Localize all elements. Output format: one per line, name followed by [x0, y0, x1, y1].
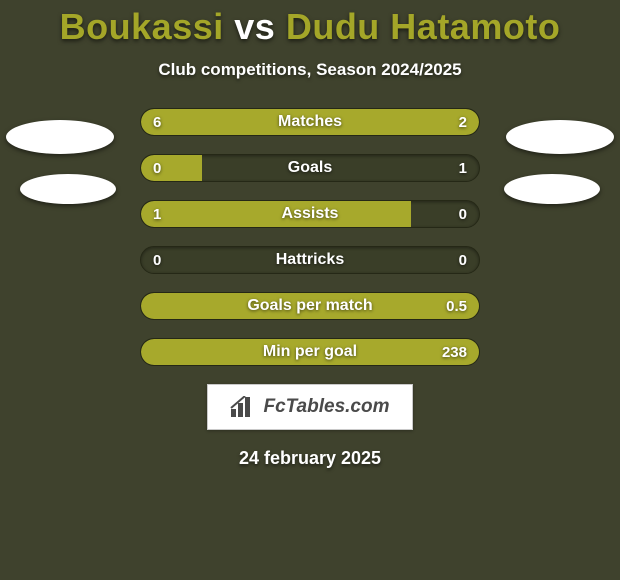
stat-label: Goals — [141, 155, 479, 181]
subtitle: Club competitions, Season 2024/2025 — [0, 60, 620, 80]
player2-crest-top — [506, 120, 614, 154]
player2-name: Dudu Hatamoto — [286, 6, 560, 47]
player1-crest-bottom — [20, 174, 116, 204]
stat-row: 6 Matches 2 — [140, 108, 480, 136]
badge-text: FcTables.com — [263, 396, 389, 418]
stat-row: Min per goal 238 — [140, 338, 480, 366]
player2-crest-bottom — [504, 174, 600, 204]
stat-label: Assists — [141, 201, 479, 227]
stat-value-right: 0 — [459, 247, 467, 273]
stat-row: Goals per match 0.5 — [140, 292, 480, 320]
stat-label: Matches — [141, 109, 479, 135]
stat-row: 0 Hattricks 0 — [140, 246, 480, 274]
player1-name: Boukassi — [60, 6, 224, 47]
stats-container: 6 Matches 2 0 Goals 1 1 Assists 0 0 Hatt… — [140, 108, 480, 366]
stat-row: 0 Goals 1 — [140, 154, 480, 182]
stat-value-right: 0 — [459, 201, 467, 227]
stat-label: Min per goal — [141, 339, 479, 365]
stat-row: 1 Assists 0 — [140, 200, 480, 228]
stat-label: Hattricks — [141, 247, 479, 273]
stat-label: Goals per match — [141, 293, 479, 319]
player1-crest-top — [6, 120, 114, 154]
title-vs: vs — [234, 6, 275, 47]
fctables-badge: FcTables.com — [207, 384, 413, 430]
date-text: 24 february 2025 — [0, 448, 620, 469]
comparison-title: Boukassi vs Dudu Hatamoto — [0, 0, 620, 52]
stat-value-right: 238 — [442, 339, 467, 365]
stat-value-right: 1 — [459, 155, 467, 181]
stat-value-right: 2 — [459, 109, 467, 135]
bar-chart-icon — [230, 396, 256, 418]
stat-value-right: 0.5 — [446, 293, 467, 319]
